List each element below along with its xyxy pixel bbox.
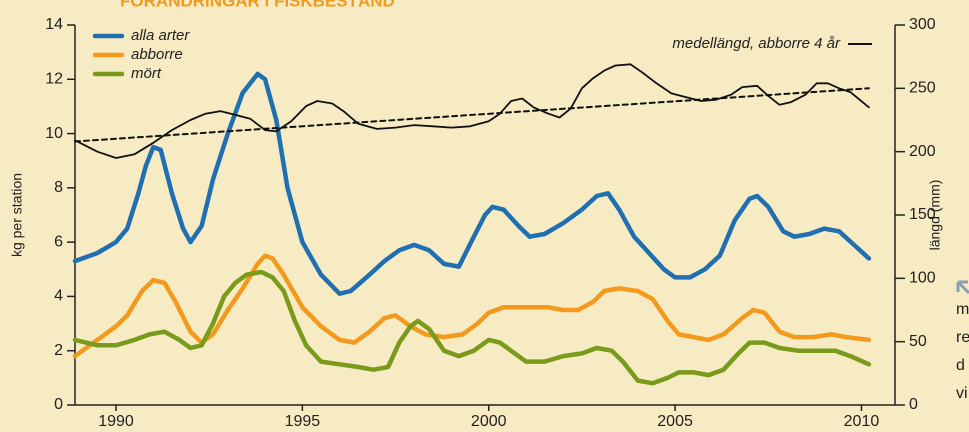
- series-line: [72, 253, 872, 359]
- series-line: [72, 71, 872, 296]
- chart-title: FÖRÄNDRINGAR I FISKBESTÅND: [120, 0, 395, 10]
- y-tick-label: 14: [45, 16, 63, 33]
- x-tick-label: 2010: [844, 413, 880, 430]
- y-tick-label: 12: [45, 71, 63, 88]
- legend-label: abborre: [131, 46, 183, 63]
- arrow-icon: [956, 280, 969, 295]
- series-line: [72, 269, 872, 386]
- y2-tick-label: 200: [909, 143, 936, 160]
- y2-tick-label: 150: [909, 206, 936, 223]
- x-tick-label: 2000: [471, 413, 507, 430]
- y-axis-label: kg per station: [9, 173, 25, 257]
- x-tick-label: 1995: [285, 413, 321, 430]
- x-tick-label: 2005: [657, 413, 693, 430]
- y2-tick-label: 100: [909, 270, 936, 287]
- y2-tick-label: 300: [909, 16, 936, 33]
- side-note-line: m: [956, 301, 969, 318]
- legend-label: alla arter: [131, 27, 190, 44]
- trend-line: [74, 87, 870, 143]
- series-line: [74, 63, 870, 159]
- side-note-line: vi: [956, 385, 968, 402]
- y-tick-label: 6: [54, 233, 63, 250]
- y-tick-label: 10: [45, 125, 63, 142]
- y2-axis-label: längd (mm): [927, 180, 943, 251]
- legend-label: medellängd, abborre 4 år: [672, 35, 841, 52]
- side-note-line: d: [956, 357, 965, 374]
- y2-tick-label: 50: [909, 333, 927, 350]
- y-tick-label: 2: [54, 342, 63, 359]
- y2-tick-label: 0: [909, 396, 918, 413]
- side-note-line: re: [956, 329, 969, 346]
- y2-tick-label: 250: [909, 80, 936, 97]
- y-tick-label: 4: [54, 288, 63, 305]
- y-tick-label: 0: [54, 396, 63, 413]
- y-tick-label: 8: [54, 179, 63, 196]
- legend-label: mört: [131, 65, 162, 82]
- x-tick-label: 1990: [98, 413, 134, 430]
